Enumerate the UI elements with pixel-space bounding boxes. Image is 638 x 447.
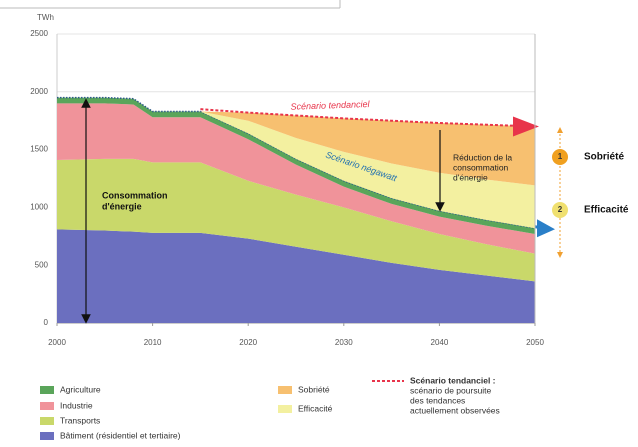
step-number: 2 [558,205,563,214]
step-badge [552,202,568,218]
consumption-label: Consommation [102,190,168,200]
legend-swatch [40,402,54,410]
legend-label: Scénario tendanciel : [410,375,496,385]
legend-swatch [278,405,292,413]
legend-label: Industrie [60,400,93,410]
step-label: Sobriété [584,152,624,163]
x-tick-label: 2000 [48,338,66,347]
legend-swatch [40,417,54,425]
legend-label: Agriculture [60,384,101,394]
legend-label: Efficacité [298,403,333,413]
reduction-label: Réduction de la [453,152,512,162]
legend-swatch [40,386,54,394]
legend-note: scénario de poursuite [410,385,492,395]
legend-label: Transports [60,415,100,425]
y-tick-label: 1000 [30,203,48,212]
legend-swatch [40,432,54,440]
y-tick-label: 2500 [30,29,48,38]
negawatt-arrowhead [537,219,555,238]
x-tick-label: 2030 [335,338,353,347]
legend-note: actuellement observées [410,405,500,415]
step-badge [552,149,568,165]
reference-line [200,108,536,128]
step-label: Efficacité [584,205,629,216]
reduction-label: d'énergie [453,172,488,182]
y-tick-label: 500 [35,260,49,269]
x-tick-label: 2010 [144,338,162,347]
area [57,158,535,282]
area [57,103,535,254]
area [57,97,535,229]
x-tick-label: 2020 [239,338,257,347]
legend-label: Bâtiment (résidentiel et tertiaire) [60,430,181,440]
consumption-label: d'énergie [102,201,142,211]
y-tick-label: 1500 [30,145,48,154]
area [57,229,535,323]
legend-swatch [278,386,292,394]
step-number: 1 [558,152,563,161]
reference-arrowhead [513,116,539,137]
area [57,97,535,234]
reference-label: Scénario tendanciel [290,99,370,112]
area [57,97,535,186]
reduction-label: consommation [453,162,509,172]
x-tick-label: 2040 [431,338,449,347]
x-tick-label: 2050 [526,338,544,347]
legend-label: Sobriété [298,384,330,394]
y-axis-label: TWh [37,13,54,22]
y-tick-label: 0 [44,318,49,327]
legend-note: des tendances [410,395,465,405]
negawatt-line [57,96,536,229]
y-tick-label: 2000 [30,87,48,96]
